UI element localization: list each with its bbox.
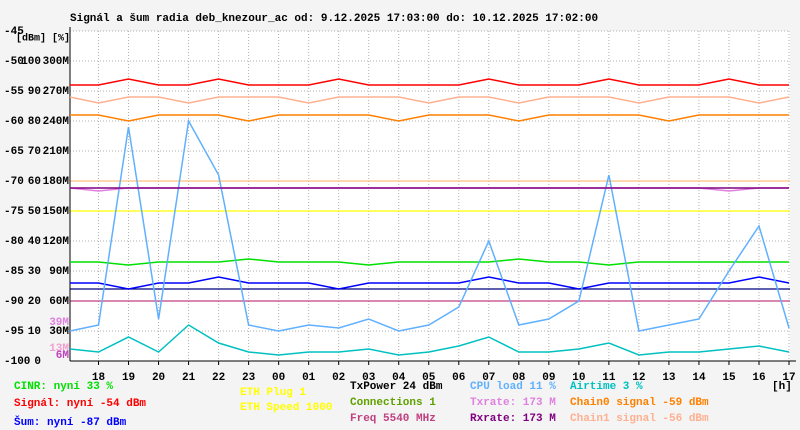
x-tick-label: 16 xyxy=(752,372,765,384)
legend-entry: Chain0 signal -59 dBm xyxy=(570,397,709,409)
x-tick-label: 20 xyxy=(152,372,165,384)
x-tick-label: 06 xyxy=(452,372,465,384)
x-tick-label: 23 xyxy=(242,372,256,384)
legend-entry: Connections 1 xyxy=(350,397,436,409)
y2-tick-label: 30 xyxy=(28,266,41,278)
y-tick-label: -45 xyxy=(4,26,24,38)
legend-entry: Signál: nyní -54 dBm xyxy=(14,398,146,410)
x-tick-label: 07 xyxy=(482,372,495,384)
x-tick-label: 12 xyxy=(632,372,645,384)
y2-tick-label: 10 xyxy=(28,326,41,338)
legend-entry: Šum: nyní -87 dBm xyxy=(14,415,127,429)
x-tick-label: 15 xyxy=(722,372,736,384)
x-tick-label: 22 xyxy=(212,372,225,384)
legend-entry: Rxrate: 173 M xyxy=(470,413,556,425)
y-tick-label: -95 xyxy=(4,326,24,338)
y3-tick-label: 180M xyxy=(43,176,70,188)
x-axis-label: [h] xyxy=(772,381,792,393)
y-tick-label: -65 xyxy=(4,146,24,158)
y2-tick-label: 100 xyxy=(21,56,41,68)
legend-entry: ETH Plug 1 xyxy=(240,387,306,399)
y2-axis-label: [%] xyxy=(52,33,70,45)
y2-tick-label: 80 xyxy=(28,116,41,128)
y3-tick-label: 150M xyxy=(43,206,70,218)
legend-entry: Freq 5540 MHz xyxy=(350,413,436,425)
legend-entry: ETH Speed 1000 xyxy=(240,402,332,414)
series-line xyxy=(70,114,789,122)
chart-title: Signál a šum radia deb_knezour_ac od: 9.… xyxy=(70,13,598,25)
y3-tick-label: 210M xyxy=(43,146,70,158)
rate-marker-label: 13M xyxy=(49,343,69,355)
rate-marker-label: 39M xyxy=(49,317,69,329)
y2-tick-label: 0 xyxy=(34,356,41,368)
y2-tick-label: 50 xyxy=(28,206,41,218)
series-line xyxy=(70,276,790,290)
y-tick-label: -70 xyxy=(4,176,24,188)
x-tick-label: 17 xyxy=(782,372,795,384)
series-line xyxy=(69,324,790,356)
y-axis-label: [dBm] xyxy=(16,33,46,45)
y-tick-label: -80 xyxy=(4,236,24,248)
x-tick-label: 19 xyxy=(122,372,135,384)
y-tick-label: -85 xyxy=(4,266,24,278)
x-tick-label: 01 xyxy=(302,372,316,384)
x-tick-label: 11 xyxy=(602,372,616,384)
legend-entry: CINR: nyní 33 % xyxy=(14,381,113,393)
x-tick-label: 05 xyxy=(422,372,436,384)
x-tick-label: 21 xyxy=(182,372,196,384)
y3-tick-label: 240M xyxy=(43,116,70,128)
series-line xyxy=(70,258,789,266)
y3-tick-label: 90M xyxy=(49,266,69,278)
y-tick-label: -50 xyxy=(4,56,24,68)
y3-tick-label: 120M xyxy=(43,236,70,248)
x-tick-label: 00 xyxy=(272,372,285,384)
y2-tick-label: 70 xyxy=(28,146,41,158)
rate-marker-label: 6M xyxy=(56,350,70,362)
y3-tick-label: 30M xyxy=(49,326,69,338)
y2-tick-label: 90 xyxy=(28,86,41,98)
series-line xyxy=(70,78,789,86)
y2-tick-label: 60 xyxy=(28,176,41,188)
series-line xyxy=(69,96,790,104)
legend-entry: Chain1 signal -56 dBm xyxy=(570,413,709,425)
series-line xyxy=(69,118,790,332)
legend-entry: Txrate: 173 M xyxy=(470,397,556,409)
y3-tick-label: 60M xyxy=(49,296,69,308)
y2-tick-label: 20 xyxy=(28,296,41,308)
legend-entry: Airtime 3 % xyxy=(570,381,643,393)
x-tick-label: 02 xyxy=(332,372,345,384)
y3-tick-label: 300M xyxy=(43,56,70,68)
x-tick-label: 10 xyxy=(572,372,585,384)
y-tick-label: -75 xyxy=(4,206,24,218)
x-tick-label: 14 xyxy=(692,372,706,384)
y3-tick-label: 270M xyxy=(43,86,70,98)
x-tick-label: 03 xyxy=(362,372,376,384)
y-tick-label: -90 xyxy=(4,296,24,308)
legend-entry: TxPower 24 dBm xyxy=(350,381,443,393)
x-tick-label: 13 xyxy=(662,372,676,384)
plot-area xyxy=(70,31,790,361)
y-tick-label: -60 xyxy=(4,116,24,128)
x-tick-label: 08 xyxy=(512,372,526,384)
y2-tick-label: 40 xyxy=(28,236,41,248)
x-tick-label: 18 xyxy=(92,372,106,384)
y-tick-label: -100 xyxy=(4,356,30,368)
y-tick-label: -55 xyxy=(4,86,24,98)
x-tick-label: 04 xyxy=(392,372,406,384)
x-tick-label: 09 xyxy=(542,372,555,384)
legend-entry: CPU load 11 % xyxy=(470,381,556,393)
